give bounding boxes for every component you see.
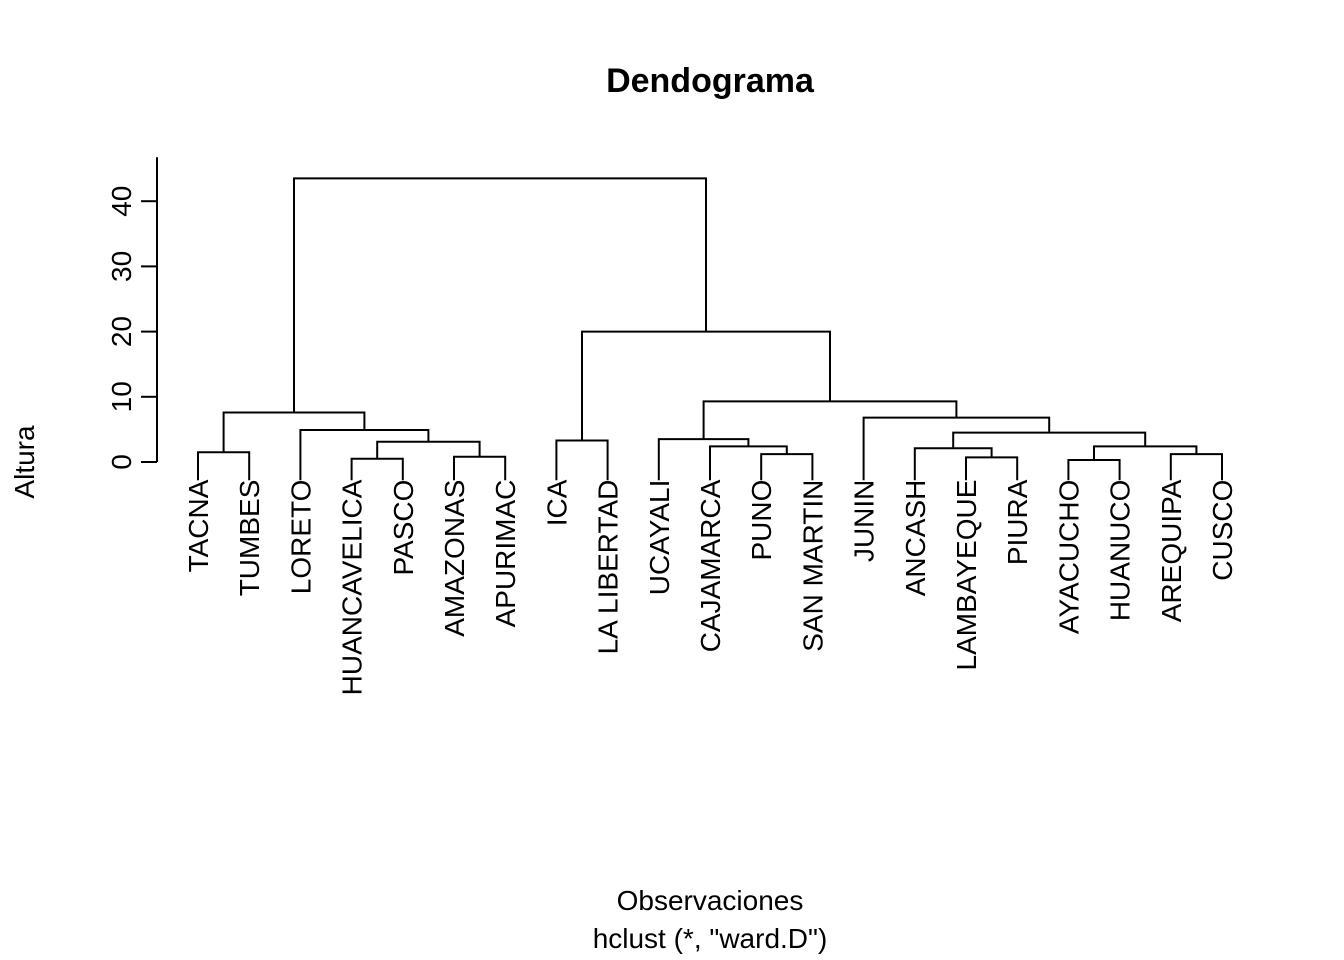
y-tick-label: 30: [106, 251, 137, 282]
leaf-label: PIURA: [1002, 479, 1033, 565]
leaf-label: HUANCAVELICA: [337, 479, 368, 695]
leaf-label: ANCASH: [900, 480, 931, 597]
merge-link: [657, 438, 750, 481]
merge-link: [222, 411, 366, 453]
leaf-label: LORETO: [285, 480, 316, 595]
merge-link: [299, 429, 430, 481]
leaf-labels: TACNA TUMBES LORETO HUANCAVELICA PASCO AMAZON…: [183, 479, 1238, 695]
merge-link: [913, 447, 993, 481]
leaf-label: LA LIBERTAD: [593, 480, 624, 655]
leaf-label: AREQUIPA: [1156, 479, 1187, 622]
y-tick-label: 40: [106, 186, 137, 217]
merge-link: [1169, 453, 1223, 481]
y-axis-label: Altura: [9, 425, 40, 499]
leaf-label: LAMBAYEQUE: [951, 480, 982, 671]
merge-link: [293, 177, 707, 413]
leaf-label: AYACUCHO: [1053, 480, 1084, 635]
leaf-label: APURIMAC: [490, 480, 521, 628]
leaf-label: SAN MARTIN: [797, 480, 828, 652]
y-tick-label: 10: [106, 381, 137, 412]
merge-link: [197, 451, 251, 481]
leaf-label: PUNO: [746, 480, 777, 561]
merge-link: [350, 457, 404, 481]
y-tick-label: 0: [106, 454, 137, 470]
merge-link: [555, 439, 609, 481]
method-sublabel: hclust (*, "ward.D"): [593, 923, 828, 954]
x-axis-label: Observaciones: [617, 885, 804, 916]
merge-link: [453, 455, 507, 481]
leaf-label: AMAZONAS: [439, 480, 470, 637]
leaf-label: TACNA: [183, 479, 214, 572]
merge-link: [1067, 459, 1121, 481]
y-axis: 0 10 20 30 40: [106, 157, 158, 470]
leaf-label: CAJAMARCA: [695, 479, 726, 652]
merge-link: [965, 456, 1019, 481]
merge-link: [760, 453, 814, 481]
merge-link: [709, 445, 788, 481]
leaf-label: HUANUCO: [1105, 480, 1136, 622]
dendrogram-tree: [197, 177, 1223, 481]
leaf-label: ICA: [541, 479, 572, 526]
leaf-label: CUSCO: [1207, 480, 1238, 581]
leaf-label: PASCO: [388, 480, 419, 576]
chart-title: Dendograma: [606, 62, 815, 100]
leaf-label: JUNIN: [849, 480, 880, 562]
leaf-label: UCAYALI: [644, 480, 675, 596]
y-tick-label: 20: [106, 316, 137, 347]
merge-link: [581, 330, 831, 441]
merge-link: [702, 400, 958, 440]
leaf-label: TUMBES: [234, 480, 265, 597]
